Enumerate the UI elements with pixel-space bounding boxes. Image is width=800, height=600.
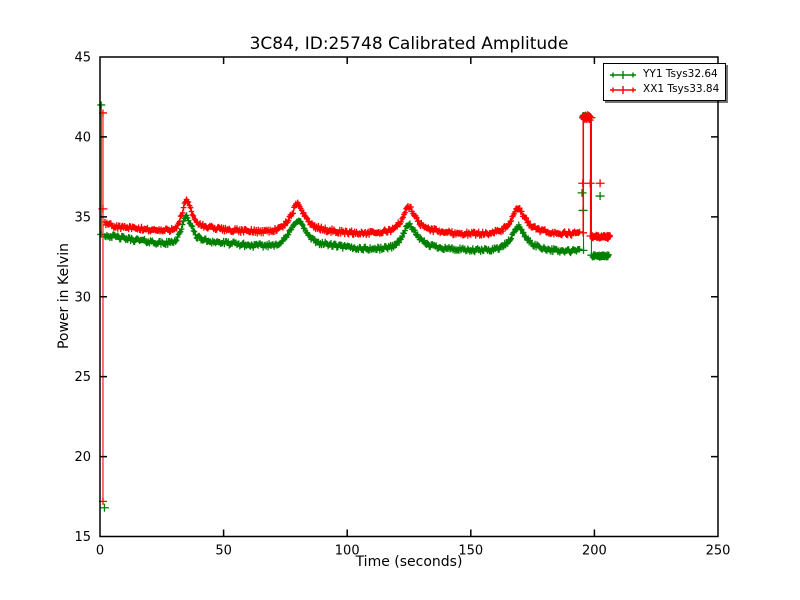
legend-entry-yy1: YY1 Tsys32.64 [608,67,719,82]
y-tick-label: 45 [74,51,91,66]
legend-label-yy1: YY1 Tsys32.64 [643,68,718,80]
x-tick-label: 0 [96,544,104,559]
y-tick-label: 40 [74,130,91,145]
chart-title: 3C84, ID:25748 Calibrated Amplitude [249,34,569,54]
x-tick-label: 250 [706,544,731,559]
x-tick-label: 50 [215,544,232,559]
y-tick-label: 20 [74,450,91,465]
x-axis-label: Time (seconds) [355,554,463,570]
x-tick-label: 100 [335,544,360,559]
errorbar-marker-icon [610,70,636,79]
y-axis-label: Power in Kelvin [56,242,72,350]
legend: YY1 Tsys32.64 XX1 Tsys33.84 [603,63,727,101]
y-tick-label: 15 [74,530,91,545]
errorbar-marker-icon [610,85,636,94]
legend-label-xx1: XX1 Tsys33.84 [643,83,720,95]
y-tick-label: 35 [74,210,91,225]
x-tick-label: 150 [458,544,483,559]
x-tick-label: 200 [582,544,607,559]
y-tick-label: 25 [74,370,91,385]
y-tick-label: 30 [74,290,91,305]
legend-entry-xx1: XX1 Tsys33.84 [608,82,719,97]
